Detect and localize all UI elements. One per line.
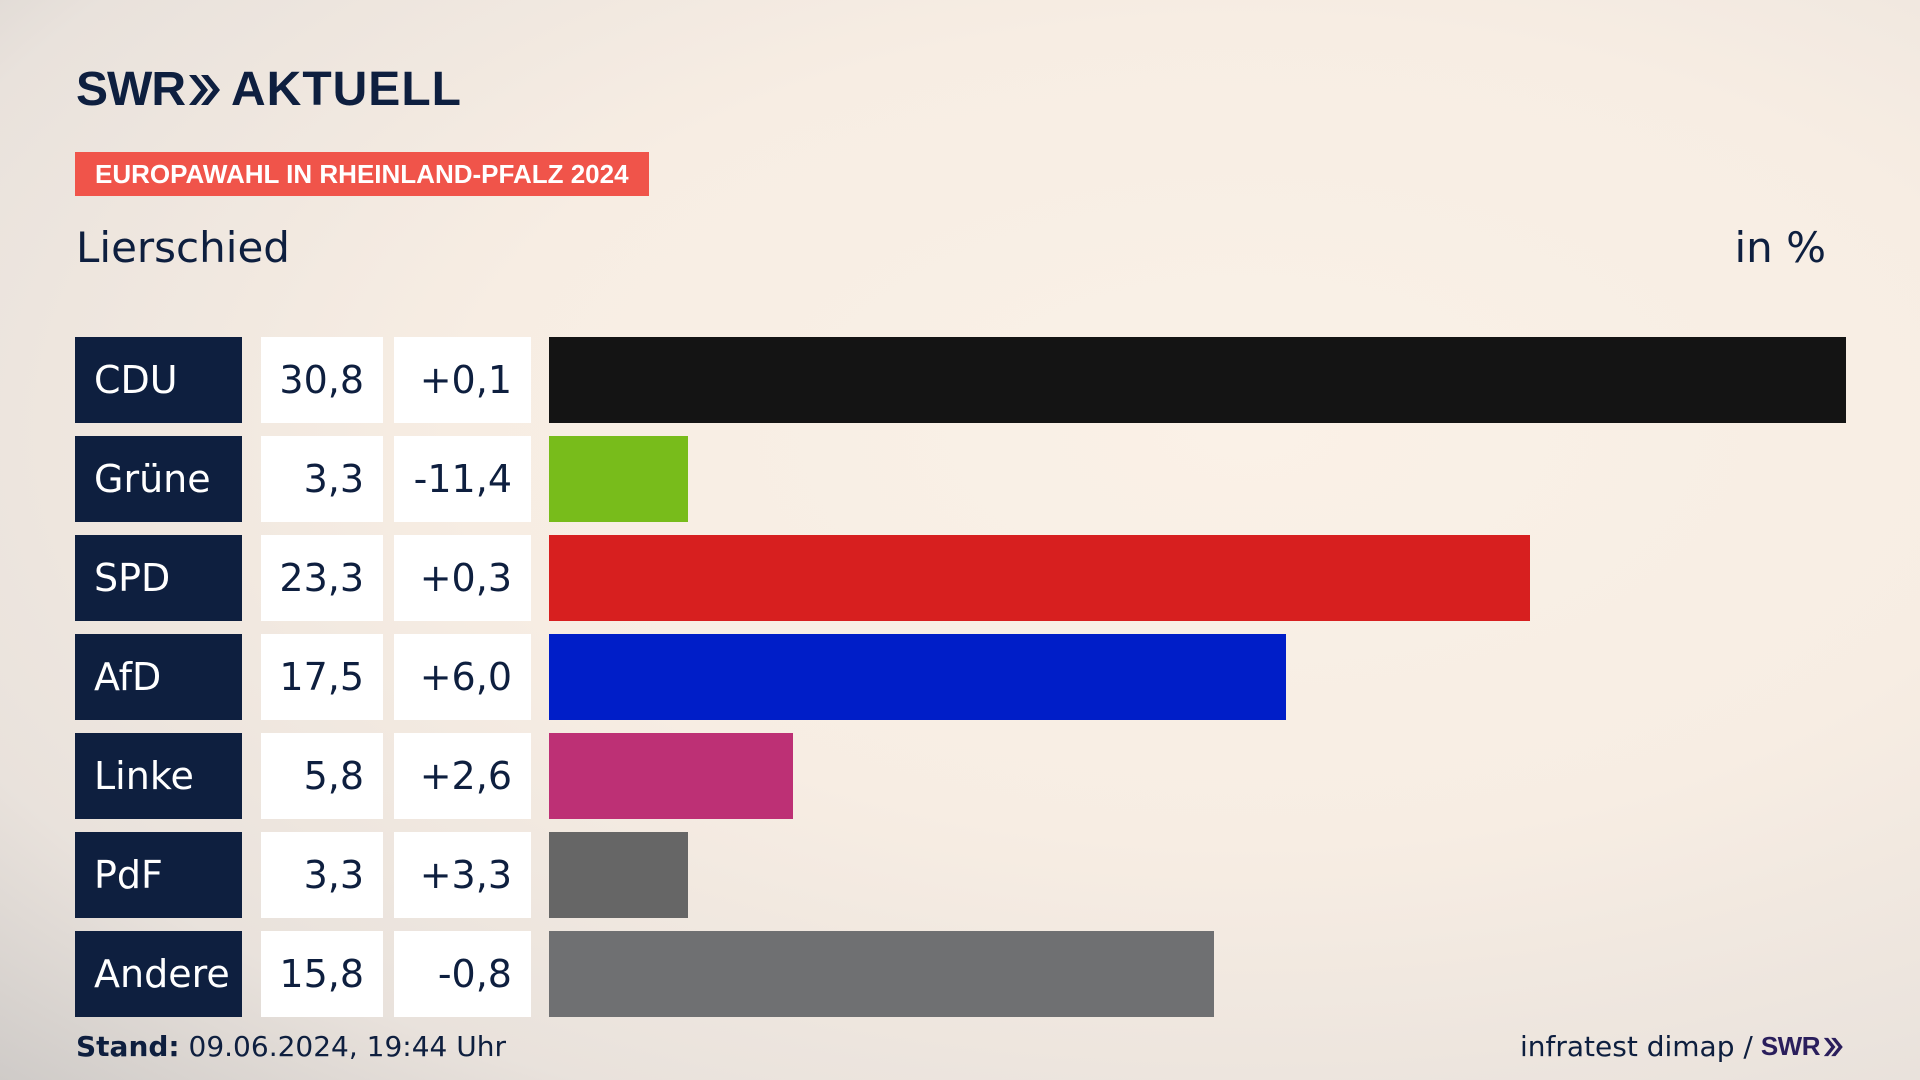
swr-aktuell-logo: SWR AKTUELL (76, 66, 462, 114)
double-chevron-icon-small (1823, 1037, 1843, 1056)
result-row: Linke 5,8 +2,6 (0, 733, 1920, 819)
double-chevron-icon (187, 72, 221, 108)
result-bar (549, 832, 688, 918)
logo-aktuell-text: AKTUELL (230, 63, 462, 116)
vote-share-value: 3,3 (261, 436, 383, 522)
source-text: infratest dimap / (1520, 1030, 1753, 1063)
party-label: CDU (75, 337, 242, 423)
place-title: Lierschied (76, 223, 290, 272)
change-value: -11,4 (394, 436, 531, 522)
change-value: +0,1 (394, 337, 531, 423)
vote-share-value: 3,3 (261, 832, 383, 918)
source-credit: infratest dimap / SWR (1520, 1030, 1844, 1063)
party-label: AfD (75, 634, 242, 720)
change-value: +3,3 (394, 832, 531, 918)
result-row: PdF 3,3 +3,3 (0, 832, 1920, 918)
result-row: Andere 15,8 -0,8 (0, 931, 1920, 1017)
party-label: Linke (75, 733, 242, 819)
result-bar (549, 634, 1286, 720)
stand-label: Stand: (76, 1030, 180, 1063)
change-value: +2,6 (394, 733, 531, 819)
logo-swr-text: SWR (76, 63, 186, 116)
result-bar (549, 337, 1846, 423)
change-value: -0,8 (394, 931, 531, 1017)
election-tag: EUROPAWAHL IN RHEINLAND-PFALZ 2024 (75, 152, 649, 196)
vote-share-value: 30,8 (261, 337, 383, 423)
vote-share-value: 15,8 (261, 931, 383, 1017)
party-label: Grüne (75, 436, 242, 522)
timestamp: Stand: 09.06.2024, 19:44 Uhr (76, 1030, 506, 1063)
party-label: PdF (75, 832, 242, 918)
source-swr-text: SWR (1760, 1031, 1821, 1061)
result-row: Grüne 3,3 -11,4 (0, 436, 1920, 522)
stand-value: 09.06.2024, 19:44 Uhr (188, 1030, 506, 1063)
unit-label: in % (1734, 223, 1826, 272)
change-value: +6,0 (394, 634, 531, 720)
party-label: SPD (75, 535, 242, 621)
result-bar (549, 733, 793, 819)
result-bar (549, 931, 1214, 1017)
result-row: AfD 17,5 +6,0 (0, 634, 1920, 720)
result-bar (549, 535, 1530, 621)
vote-share-value: 23,3 (261, 535, 383, 621)
change-value: +0,3 (394, 535, 531, 621)
source-swr-logo: SWR (1761, 1031, 1844, 1062)
result-row: CDU 30,8 +0,1 (0, 337, 1920, 423)
vote-share-value: 17,5 (261, 634, 383, 720)
vote-share-value: 5,8 (261, 733, 383, 819)
result-bar (549, 436, 688, 522)
party-label: Andere (75, 931, 242, 1017)
result-row: SPD 23,3 +0,3 (0, 535, 1920, 621)
